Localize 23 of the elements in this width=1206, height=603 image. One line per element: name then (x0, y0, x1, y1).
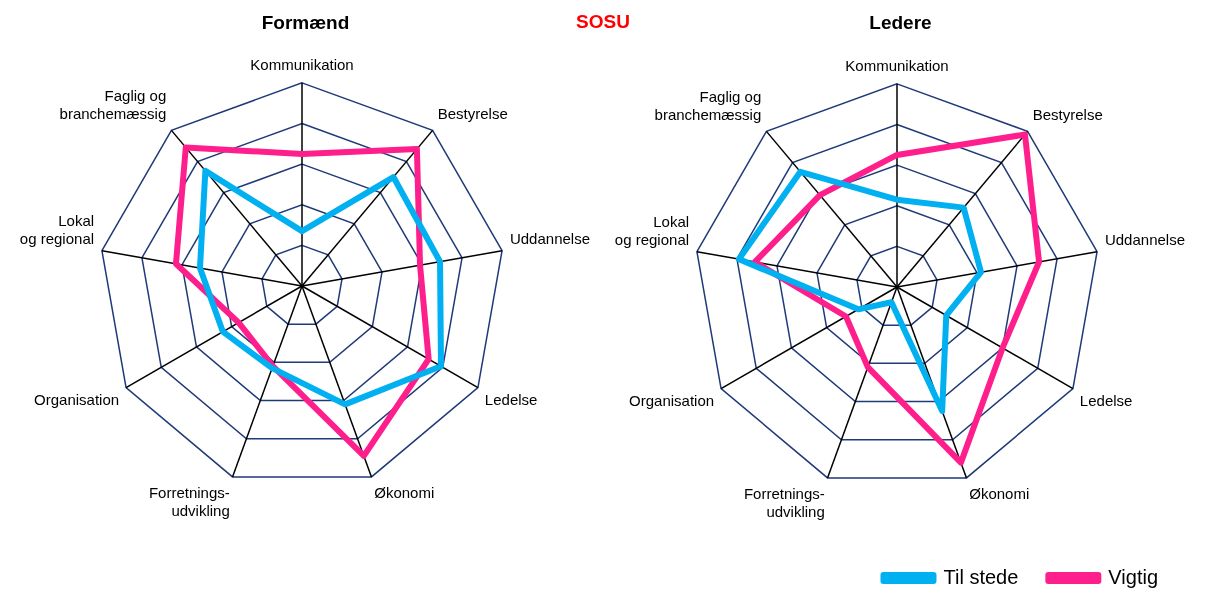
spoke-label: Faglig og branchemæssig (59, 87, 167, 123)
spoke-label: Økonomi (374, 483, 435, 501)
spoke-label: Forretnings- udvikling (148, 483, 230, 519)
spoke-label: Organisation (629, 391, 715, 409)
spoke-label: Lokal og regional (614, 213, 690, 249)
spoke-label: Kommunikation (845, 56, 949, 74)
text: SOSU (576, 11, 630, 32)
spoke-label: Bestyrelse (437, 105, 508, 123)
spoke-label: Kommunikation (250, 55, 354, 73)
spoke-label: Lokal og regional (19, 212, 95, 248)
spoke-label: Ledelse (484, 390, 538, 408)
legend-label: Til stede (943, 565, 1019, 588)
chart-title: Ledere (869, 11, 932, 33)
spoke-label: Bestyrelse (1032, 106, 1103, 124)
chart-title: Formænd (261, 11, 350, 33)
spoke-label: Ledelse (1079, 391, 1133, 409)
spoke-label: Forretnings- udvikling (743, 484, 825, 520)
spoke-label: Organisation (34, 390, 120, 408)
legend-label: Vigtig (1108, 565, 1158, 588)
spoke-label: Uddannelse (1104, 231, 1185, 249)
spoke-label: Økonomi (969, 484, 1030, 502)
spoke-label: Uddannelse (509, 230, 590, 248)
spoke-label: Faglig og branchemæssig (654, 88, 762, 124)
